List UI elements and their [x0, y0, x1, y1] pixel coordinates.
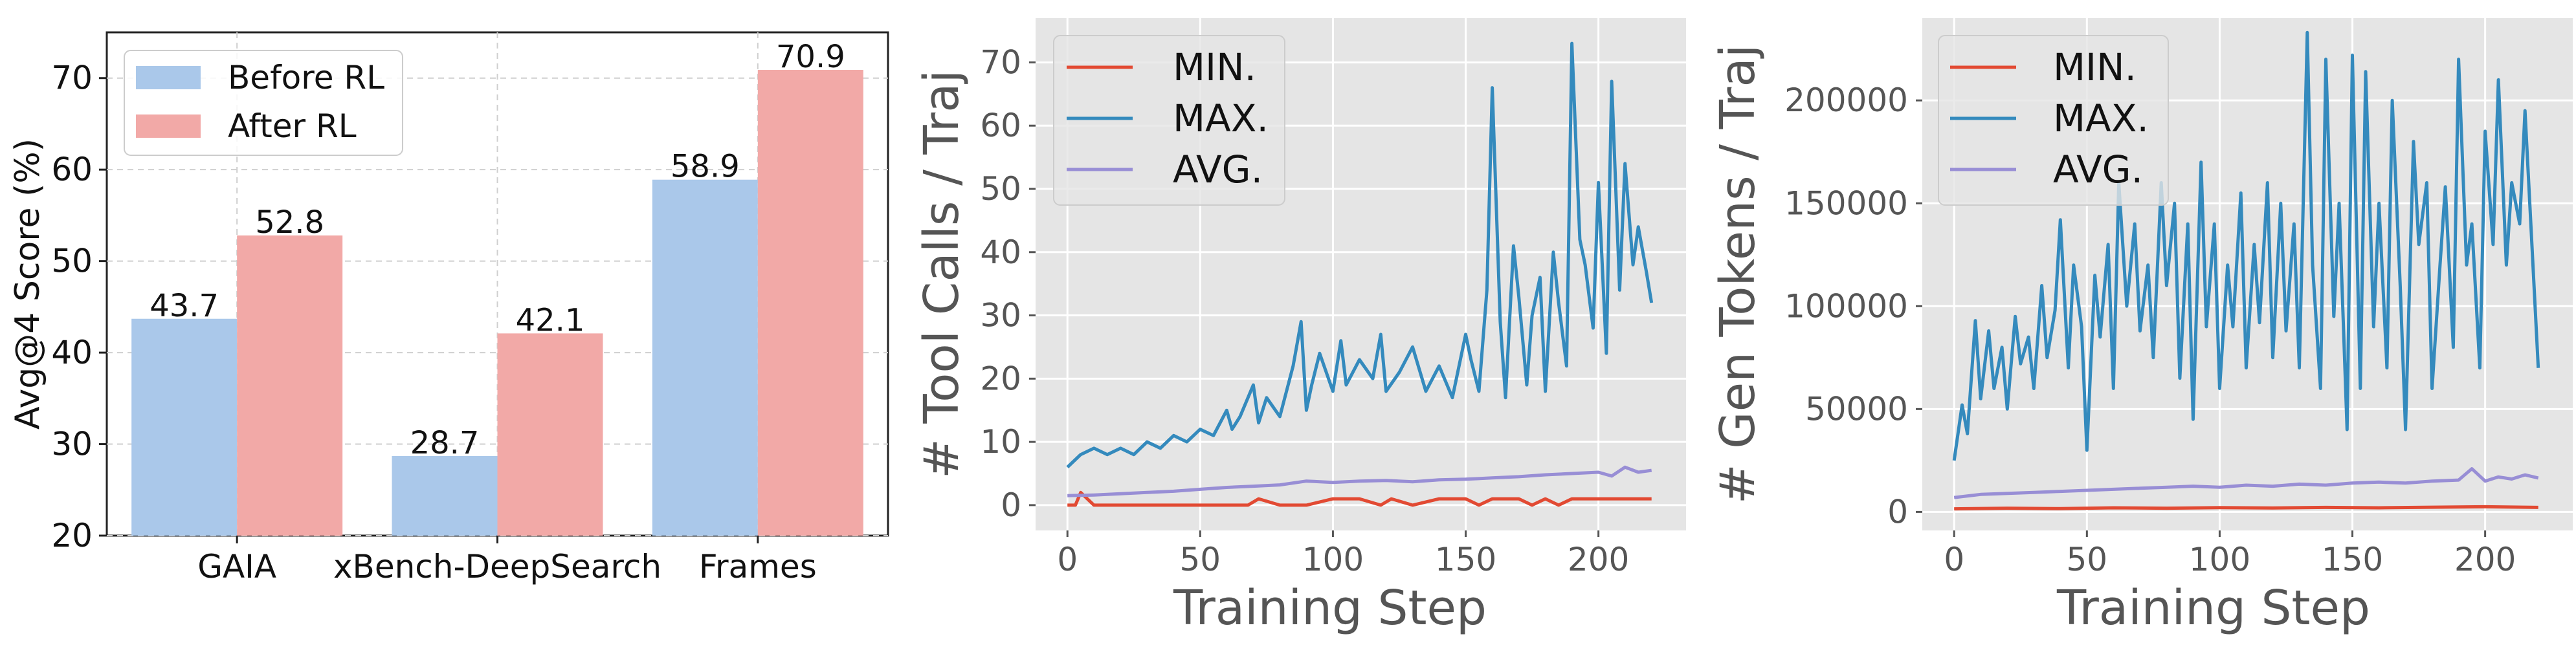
series-line-max — [1066, 41, 1654, 469]
y-tick-label: 30 — [980, 297, 1021, 334]
legend-box-tool-calls — [1053, 35, 1285, 206]
x-axis-label-tool-calls: Training Step — [1173, 580, 1487, 636]
x-tick-label: 200 — [2454, 541, 2516, 578]
legend-box-gen-tokens — [1938, 35, 2169, 206]
y-tick-label: 10 — [980, 423, 1021, 461]
x-tick-label: 150 — [2322, 541, 2383, 578]
x-tick-label: 200 — [1568, 541, 1629, 578]
y-tick-label: 150000 — [1784, 184, 1908, 222]
x-tick-label: 50 — [2067, 541, 2108, 578]
bar-after-rl — [237, 235, 343, 536]
legend-swatch-before-rl — [136, 66, 201, 89]
x-tick-label: 150 — [1435, 541, 1496, 578]
bar-value-label: 28.7 — [410, 425, 480, 461]
y-tick-label: 30 — [51, 426, 93, 463]
x-tick-label: 0 — [1057, 541, 1078, 578]
y-tick-label: 70 — [51, 60, 93, 97]
series-line-avg — [1067, 465, 1652, 497]
legend-label-avg: AVG. — [2053, 147, 2143, 191]
legend-gen-tokens: MIN. MAX. AVG. — [1938, 35, 2169, 206]
bar-before-rl — [652, 179, 758, 536]
gen-tokens-chart-panel: 0 50 100 150 200 0 50000 100000 150000 200000 Tra… — [1710, 18, 2573, 636]
bar-after-rl — [497, 333, 603, 536]
bar-chart-panel: 43.7 52.8 28.7 42.1 58.9 70.9 20 30 40 50 60 70 GAI… — [8, 31, 889, 585]
x-tick-label: GAIA — [197, 548, 276, 585]
bar-value-label: 52.8 — [255, 204, 324, 241]
tool-calls-tick-labels: 0 50 100 150 200 0 10 20 30 40 50 60 70 — [980, 43, 1629, 578]
y-tick-label: 60 — [980, 107, 1021, 144]
y-tick-label: 50 — [51, 243, 93, 280]
y-tick-label: 0 — [1887, 493, 1908, 530]
y-tick-label: 60 — [51, 151, 93, 188]
bar-value-label: 42.1 — [516, 302, 585, 338]
series-line-min — [1954, 505, 2538, 511]
series-line-avg — [1953, 467, 2539, 499]
legend-label-before-rl: Before RL — [228, 59, 384, 96]
legend-label-avg: AVG. — [1173, 147, 1263, 191]
legend-swatch-after-rl — [136, 114, 201, 138]
y-tick-label: 20 — [980, 360, 1021, 397]
bar-after-rl — [757, 69, 863, 536]
legend-tool-calls: MIN. MAX. AVG. — [1053, 35, 1285, 206]
legend-bar: Before RL After RL — [124, 50, 403, 156]
bar-before-rl — [392, 455, 498, 536]
x-axis-label-gen-tokens: Training Step — [2056, 580, 2370, 636]
y-tick-label: 50000 — [1805, 390, 1908, 428]
y-tick-label: 70 — [980, 43, 1021, 81]
y-tick-label: 40 — [980, 234, 1021, 271]
legend-label-max: MAX. — [2053, 96, 2149, 140]
y-tick-label: 50 — [980, 170, 1021, 208]
legend-label-max: MAX. — [1173, 96, 1269, 140]
bar-value-label: 43.7 — [150, 288, 219, 324]
x-tick-label: 0 — [1944, 541, 1964, 578]
x-tick-label: 100 — [1302, 541, 1364, 578]
y-tick-label: 40 — [51, 334, 93, 371]
y-axis-label-tool-calls: # Tool Calls / Traj — [914, 70, 970, 479]
y-tick-label: 200000 — [1784, 82, 1908, 119]
series-line-max — [1952, 30, 2540, 461]
y-tick-label: 20 — [51, 517, 93, 554]
bar-value-label: 70.9 — [776, 39, 845, 75]
legend-label-after-rl: After RL — [228, 107, 357, 145]
bar-tick-labels: 20 30 40 50 60 70 GAIA xBench-DeepSearch Frames — [51, 60, 816, 585]
bar-value-label: 58.9 — [671, 149, 740, 185]
y-axis-label-gen-tokens: # Gen Tokens / Traj — [1710, 45, 1766, 505]
gen-tokens-lines — [1952, 30, 2540, 511]
y-tick-label: 100000 — [1784, 287, 1908, 325]
legend-label-min: MIN. — [2053, 45, 2137, 89]
series-line-min — [1067, 490, 1652, 507]
x-tick-label: 100 — [2189, 541, 2250, 578]
bar-marks: 43.7 52.8 28.7 42.1 58.9 70.9 — [131, 39, 863, 536]
x-tick-label: Frames — [699, 548, 817, 585]
legend-label-min: MIN. — [1173, 45, 1256, 89]
x-tick-label: xBench-DeepSearch — [333, 548, 661, 585]
gen-tokens-tick-labels: 0 50 100 150 200 0 50000 100000 150000 200000 — [1784, 82, 2516, 578]
y-axis-label-bar: Avg@4 Score (%) — [8, 138, 47, 430]
tool-calls-lines — [1066, 41, 1654, 507]
tool-calls-chart-panel: 0 50 100 150 200 0 10 20 30 40 50 60 70 Training Ste… — [914, 18, 1686, 636]
x-tick-label: 50 — [1180, 541, 1221, 578]
y-tick-label: 0 — [1001, 486, 1021, 524]
bar-before-rl — [131, 318, 238, 536]
